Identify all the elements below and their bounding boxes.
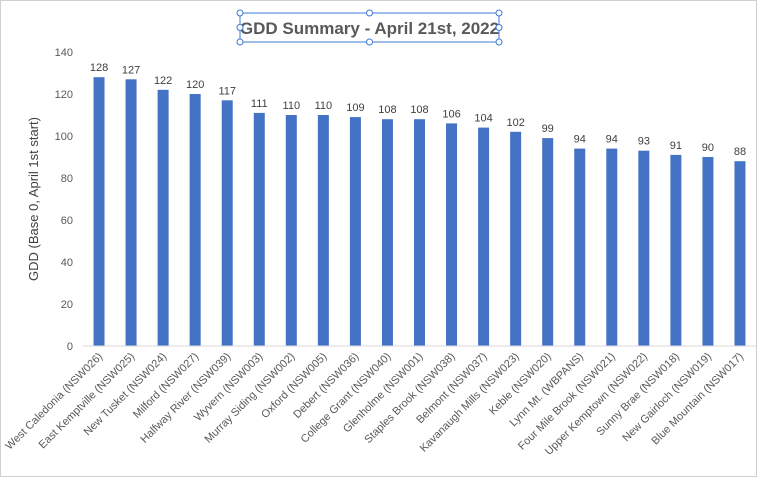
data-label: 91: [670, 140, 682, 152]
bar[interactable]: [702, 157, 714, 346]
bars: [93, 77, 746, 347]
chart-title: GDD Summary - April 21st, 2022: [240, 19, 499, 38]
bar[interactable]: [574, 148, 586, 346]
data-labels: 128 127 122 120 117 111 110 110 109 108 108 106 104 1…: [90, 62, 746, 158]
y-tick-label: 100: [55, 131, 73, 143]
data-label: 120: [186, 79, 204, 91]
resize-handle-bottom-left[interactable]: [236, 38, 244, 46]
data-label: 99: [542, 123, 554, 135]
data-label: 102: [506, 117, 524, 129]
bar[interactable]: [317, 115, 329, 346]
bar[interactable]: [542, 138, 554, 346]
data-label: 117: [218, 85, 236, 97]
y-tick-label: 140: [55, 47, 73, 59]
data-label: 94: [574, 134, 586, 146]
resize-handle-middle-right[interactable]: [495, 24, 503, 31]
bar[interactable]: [478, 127, 490, 346]
resize-handle-top-right[interactable]: [495, 9, 503, 17]
bar[interactable]: [446, 123, 458, 347]
bar[interactable]: [253, 112, 265, 347]
data-label: 94: [606, 134, 618, 146]
resize-handle-top-center[interactable]: [366, 9, 373, 17]
resize-handle-bottom-right[interactable]: [495, 38, 503, 46]
data-label: 104: [474, 113, 492, 125]
bar[interactable]: [606, 148, 618, 346]
y-axis-ticks: 0 20 40 60 80 100 120 140: [55, 47, 73, 353]
bar[interactable]: [381, 119, 393, 346]
resize-handle-middle-left[interactable]: [236, 24, 244, 31]
title-box-border: [239, 12, 500, 43]
data-label: 108: [410, 104, 428, 116]
y-tick-label: 0: [67, 341, 73, 353]
bar[interactable]: [285, 115, 297, 346]
chart-title-box[interactable]: GDD Summary - April 21st, 2022: [236, 9, 503, 46]
y-tick-label: 20: [61, 299, 73, 311]
bar[interactable]: [734, 161, 746, 346]
bar[interactable]: [189, 94, 201, 346]
data-label: 127: [122, 64, 140, 76]
data-label: 108: [378, 104, 396, 116]
bar[interactable]: [93, 77, 105, 346]
y-tick-label: 40: [61, 257, 73, 269]
bar[interactable]: [157, 89, 169, 347]
resize-handle-top-left[interactable]: [236, 9, 244, 17]
data-label: 88: [734, 146, 746, 158]
bar[interactable]: [670, 154, 682, 346]
bar[interactable]: [221, 100, 233, 346]
resize-handle-bottom-center[interactable]: [366, 38, 373, 46]
y-tick-label: 60: [61, 215, 73, 227]
data-label: 110: [283, 100, 301, 112]
data-label: 122: [154, 75, 172, 87]
bar[interactable]: [349, 117, 361, 346]
bar[interactable]: [414, 119, 425, 346]
data-label: 109: [346, 102, 364, 114]
y-tick-label: 120: [55, 89, 73, 101]
data-label: 90: [702, 142, 714, 154]
data-label: 111: [251, 98, 268, 110]
data-label: 128: [90, 62, 108, 74]
data-label: 93: [638, 136, 650, 148]
data-label: 106: [442, 108, 460, 120]
bar[interactable]: [638, 150, 650, 346]
y-axis-title: GDD (Base 0, April 1st start): [26, 117, 41, 281]
y-tick-label: 80: [61, 173, 73, 185]
data-label: 110: [315, 100, 333, 112]
bar[interactable]: [125, 79, 137, 347]
x-axis-labels: West Caledonia (NSW026)East Kemptville (…: [3, 351, 746, 458]
bar[interactable]: [510, 131, 522, 346]
